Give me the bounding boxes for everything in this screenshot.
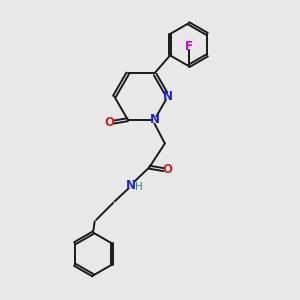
Text: N: N xyxy=(126,179,136,192)
Text: N: N xyxy=(163,90,173,103)
Text: O: O xyxy=(105,116,115,129)
Text: H: H xyxy=(135,182,143,192)
Text: N: N xyxy=(150,113,160,127)
Text: O: O xyxy=(163,163,172,176)
Text: F: F xyxy=(184,40,193,53)
